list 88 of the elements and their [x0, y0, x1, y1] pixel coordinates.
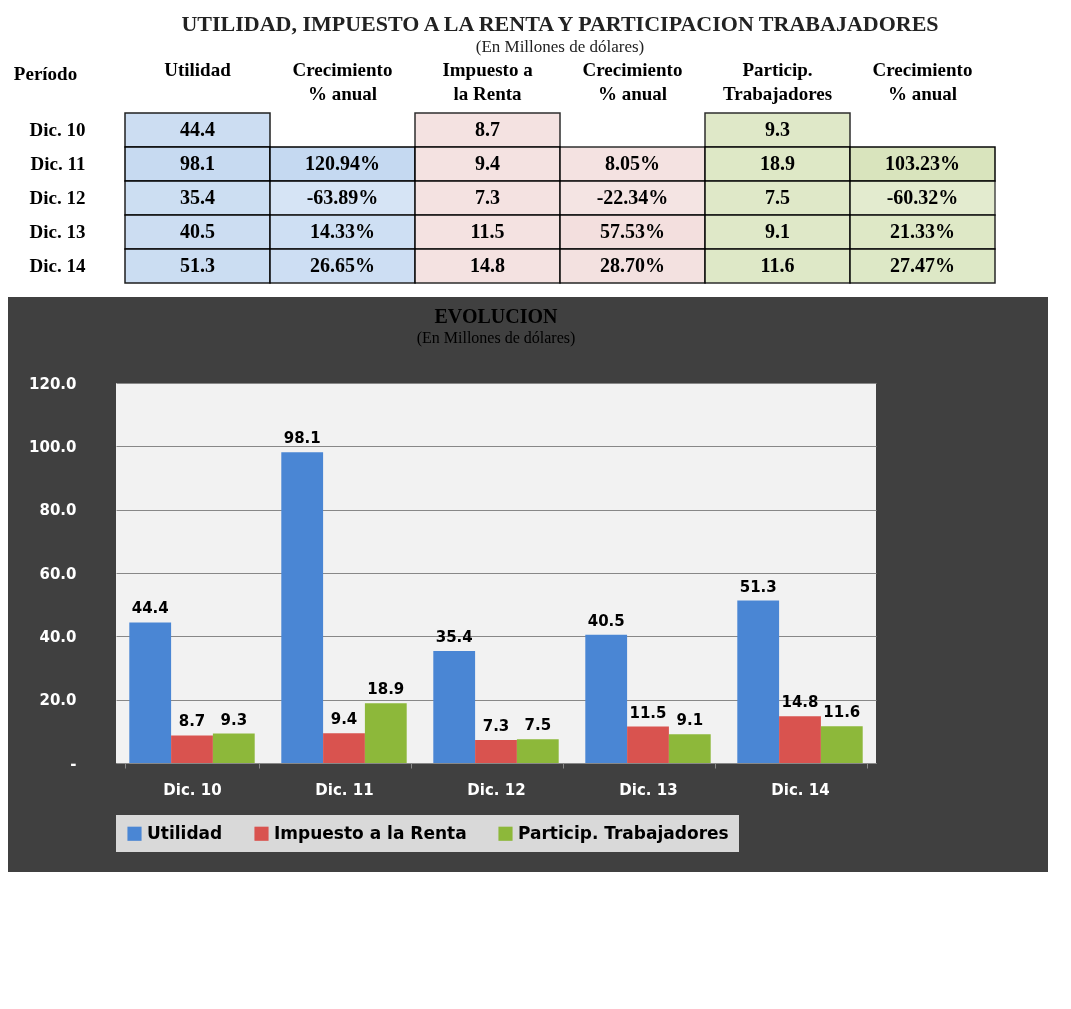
- x-tick-label: Dic. 12: [467, 780, 526, 799]
- data-label: 7.3: [482, 716, 510, 735]
- bar: [668, 734, 711, 763]
- x-tick-label: Crecimiento % anual: [582, 58, 683, 104]
- x-tick-label: Impuesto a la Renta: [442, 58, 534, 104]
- x-tick-label: Crecimiento % anual: [872, 58, 973, 104]
- y-tick-label: Dic. 14: [29, 255, 86, 276]
- data-label: 9.4: [330, 710, 358, 729]
- chart-subtitle: (En Millones de dólares): [475, 37, 645, 56]
- y-tick-label: Dic. 11: [30, 153, 86, 174]
- y-tick-label: Dic. 12: [29, 187, 86, 208]
- bar: [585, 634, 628, 763]
- data-label: 14.8: [781, 693, 819, 712]
- chart-subtitle: (En Millones de dólares): [416, 329, 576, 347]
- data-label: 8.7: [178, 712, 206, 731]
- data-label: 44.4: [131, 599, 169, 618]
- bar: [779, 716, 821, 763]
- data-label: -60.32%: [886, 186, 959, 208]
- y-tick-label: 20.0: [39, 691, 77, 710]
- bar: [820, 726, 863, 763]
- y-axis-title: Período: [13, 62, 78, 84]
- data-label: 9.1: [676, 711, 704, 730]
- data-label: 40.5: [180, 220, 215, 242]
- data-label: 9.1: [765, 220, 790, 242]
- y-tick-label: Dic. 10: [29, 119, 86, 140]
- data-label: 18.9: [760, 152, 795, 174]
- y-tick-label: 40.0: [39, 627, 77, 646]
- data-label: 14.8: [470, 254, 505, 276]
- x-tick-label: Dic. 11: [315, 780, 374, 799]
- data-label: -22.34%: [596, 186, 669, 208]
- x-tick-label: Crecimiento % anual: [292, 58, 393, 104]
- x-tick-label: Dic. 10: [163, 780, 222, 799]
- data-label: 8.7: [475, 118, 500, 140]
- data-label: 35.4: [435, 627, 473, 646]
- data-label: 11.5: [629, 703, 667, 722]
- bar: [171, 735, 213, 763]
- x-tick-label: Particip. Trabajadores: [722, 58, 833, 104]
- data-label: 103.23%: [885, 152, 960, 174]
- data-label: 51.3: [739, 577, 777, 596]
- bar: [129, 622, 172, 763]
- data-label: 28.70%: [600, 254, 665, 276]
- data-label: 98.1: [283, 429, 321, 448]
- data-label: 11.6: [823, 703, 861, 722]
- data-label: 57.53%: [600, 220, 665, 242]
- data-label: 9.3: [765, 118, 790, 140]
- data-label: 9.3: [220, 710, 248, 729]
- data-label: 18.9: [367, 680, 405, 699]
- data-label: 7.3: [475, 186, 500, 208]
- legend-label: Impuesto a la Renta: [274, 822, 467, 843]
- bar: [475, 739, 517, 763]
- data-label: -63.89%: [306, 186, 379, 208]
- y-tick-label: 120.0: [29, 374, 77, 393]
- legend-label: Utilidad: [147, 822, 223, 843]
- data-label: 98.1: [180, 152, 215, 174]
- legend-label: Particip. Trabajadores: [518, 822, 729, 843]
- y-tick-label: 100.0: [29, 437, 77, 456]
- data-label: 14.33%: [310, 220, 375, 242]
- data-label: 8.05%: [605, 152, 660, 174]
- bar: [627, 726, 669, 763]
- data-label: 27.47%: [890, 254, 955, 276]
- data-label: 21.33%: [890, 220, 955, 242]
- bar: [212, 733, 255, 763]
- x-tick-label: Dic. 13: [619, 780, 678, 799]
- y-tick-label: 80.0: [39, 501, 77, 520]
- chart-title: EVOLUCION: [434, 305, 559, 327]
- data-label: 40.5: [587, 611, 625, 630]
- y-tick-label: -: [70, 754, 77, 773]
- chart-title: UTILIDAD, IMPUESTO A LA RENTA Y PARTICIPACION TRABAJADORES: [181, 11, 939, 36]
- data-label: 7.5: [765, 186, 790, 208]
- data-label: 26.65%: [310, 254, 375, 276]
- y-tick-label: Dic. 13: [29, 221, 86, 242]
- data-label: 35.4: [180, 186, 215, 208]
- y-tick-label: 60.0: [39, 564, 77, 583]
- bar: [737, 600, 780, 763]
- bar: [281, 452, 324, 763]
- data-label: 44.4: [180, 118, 215, 140]
- bar: [433, 650, 476, 763]
- data-label: 9.4: [475, 152, 500, 174]
- data-label: 120.94%: [305, 152, 380, 174]
- x-tick-label: Utilidad: [164, 58, 232, 80]
- data-label: 51.3: [180, 254, 215, 276]
- x-tick-label: Dic. 14: [771, 780, 830, 799]
- bar: [323, 733, 365, 763]
- data-label: 11.6: [760, 254, 795, 276]
- bar: [516, 739, 559, 763]
- bar: [364, 703, 407, 763]
- data-label: 7.5: [524, 716, 552, 735]
- data-label: 11.5: [470, 220, 505, 242]
